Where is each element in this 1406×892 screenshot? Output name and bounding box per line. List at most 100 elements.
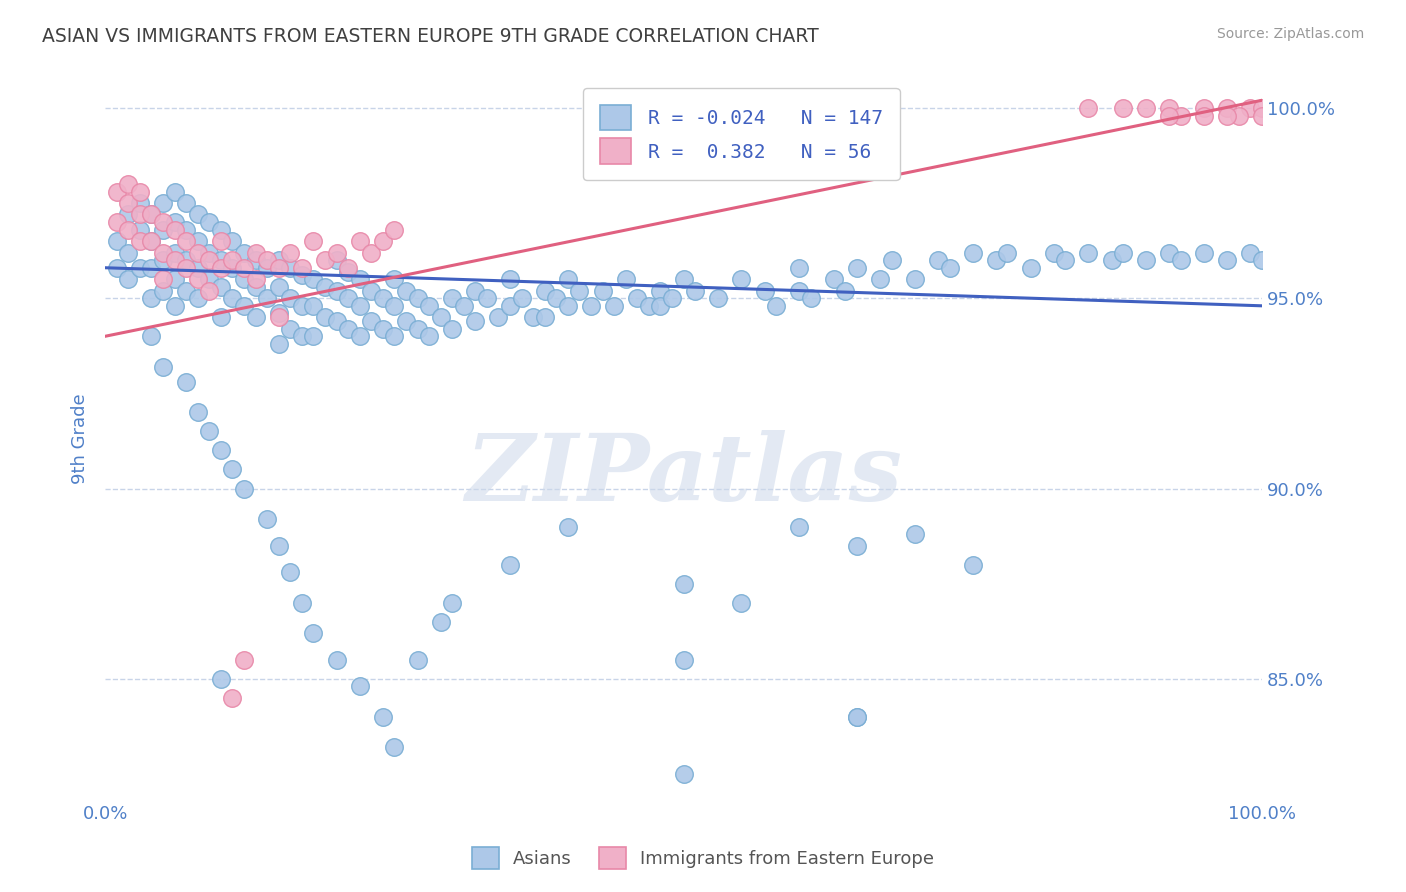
Point	[163, 253, 186, 268]
Point	[245, 310, 267, 325]
Point	[637, 299, 659, 313]
Point	[754, 284, 776, 298]
Point	[267, 306, 290, 320]
Point	[302, 626, 325, 640]
Point	[233, 653, 256, 667]
Point	[834, 284, 856, 298]
Point	[291, 260, 314, 275]
Point	[129, 222, 152, 236]
Point	[672, 576, 695, 591]
Point	[1159, 245, 1181, 260]
Point	[209, 280, 232, 294]
Point	[984, 253, 1007, 268]
Point	[962, 558, 984, 572]
Point	[453, 299, 475, 313]
Point	[371, 234, 394, 248]
Point	[278, 291, 301, 305]
Point	[117, 222, 139, 236]
Point	[1042, 245, 1064, 260]
Point	[105, 215, 128, 229]
Point	[441, 321, 464, 335]
Point	[1135, 101, 1157, 115]
Point	[557, 299, 579, 313]
Point	[233, 272, 256, 286]
Point	[1101, 253, 1123, 268]
Point	[406, 653, 429, 667]
Point	[221, 291, 243, 305]
Point	[209, 222, 232, 236]
Point	[488, 310, 510, 325]
Point	[522, 310, 544, 325]
Point	[314, 253, 336, 268]
Point	[787, 519, 810, 533]
Point	[152, 284, 174, 298]
Point	[209, 253, 232, 268]
Point	[152, 272, 174, 286]
Point	[291, 268, 314, 283]
Point	[1112, 245, 1135, 260]
Point	[823, 272, 845, 286]
Point	[1019, 260, 1042, 275]
Point	[174, 234, 197, 248]
Point	[349, 329, 371, 343]
Point	[880, 253, 903, 268]
Point	[267, 253, 290, 268]
Point	[221, 690, 243, 705]
Point	[209, 310, 232, 325]
Point	[302, 234, 325, 248]
Point	[1077, 245, 1099, 260]
Point	[209, 260, 232, 275]
Point	[846, 260, 869, 275]
Point	[256, 253, 278, 268]
Point	[291, 299, 314, 313]
Point	[198, 284, 221, 298]
Point	[256, 291, 278, 305]
Point	[557, 519, 579, 533]
Point	[129, 185, 152, 199]
Point	[568, 284, 591, 298]
Legend: Asians, Immigrants from Eastern Europe: Asians, Immigrants from Eastern Europe	[463, 838, 943, 879]
Point	[221, 253, 243, 268]
Point	[105, 234, 128, 248]
Point	[1192, 101, 1215, 115]
Point	[1112, 101, 1135, 115]
Point	[129, 234, 152, 248]
Point	[141, 329, 163, 343]
Text: ASIAN VS IMMIGRANTS FROM EASTERN EUROPE 9TH GRADE CORRELATION CHART: ASIAN VS IMMIGRANTS FROM EASTERN EUROPE …	[42, 27, 818, 45]
Point	[129, 260, 152, 275]
Point	[256, 260, 278, 275]
Point	[278, 260, 301, 275]
Point	[384, 329, 406, 343]
Point	[141, 234, 163, 248]
Point	[174, 284, 197, 298]
Point	[384, 299, 406, 313]
Point	[245, 280, 267, 294]
Point	[174, 222, 197, 236]
Point	[233, 245, 256, 260]
Point	[198, 215, 221, 229]
Point	[198, 272, 221, 286]
Point	[1216, 108, 1239, 122]
Point	[429, 615, 451, 629]
Point	[163, 299, 186, 313]
Point	[163, 185, 186, 199]
Point	[546, 291, 568, 305]
Point	[174, 375, 197, 389]
Point	[962, 245, 984, 260]
Point	[997, 245, 1019, 260]
Point	[650, 284, 672, 298]
Point	[278, 566, 301, 580]
Point	[337, 291, 360, 305]
Point	[1135, 253, 1157, 268]
Point	[302, 329, 325, 343]
Text: Source: ZipAtlas.com: Source: ZipAtlas.com	[1216, 27, 1364, 41]
Point	[163, 272, 186, 286]
Point	[603, 299, 626, 313]
Point	[152, 215, 174, 229]
Point	[661, 291, 683, 305]
Point	[129, 207, 152, 221]
Point	[314, 280, 336, 294]
Point	[846, 710, 869, 724]
Point	[1216, 101, 1239, 115]
Point	[174, 260, 197, 275]
